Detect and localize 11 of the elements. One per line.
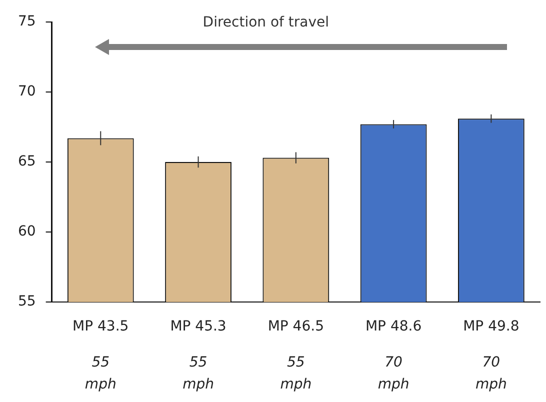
y-tick-label: 70 bbox=[18, 84, 36, 100]
annotation: Direction of travel bbox=[202, 14, 330, 31]
category-label: MP 45.3 55 mph bbox=[170, 318, 226, 393]
y-tick-label: 55 bbox=[18, 294, 36, 310]
y-tick-label: 60 bbox=[18, 224, 36, 240]
y-tick-label: 75 bbox=[18, 14, 36, 30]
category-label: MP 43.5 55 mph bbox=[72, 318, 129, 393]
y-tick-label: 65 bbox=[18, 154, 36, 170]
category-label: MP 46.5 55 mph bbox=[268, 318, 324, 393]
category-label: MP 48.6 70 mph bbox=[365, 318, 422, 393]
category-label: MP 49.8 70 mph bbox=[463, 318, 520, 393]
